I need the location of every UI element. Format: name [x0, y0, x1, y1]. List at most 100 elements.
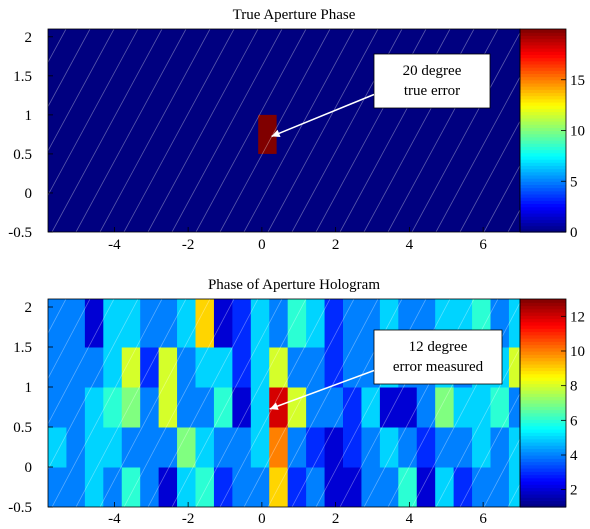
- y-tick-label: 1.5: [13, 69, 32, 85]
- colorbar-segment: [520, 429, 566, 433]
- colorbar-segment: [520, 390, 566, 394]
- heatmap-cell: [103, 299, 123, 348]
- colorbar-segment: [520, 193, 566, 198]
- annotation-arrow-head: [271, 129, 281, 137]
- heatmap-cell: [472, 427, 491, 468]
- heatmap-cell: [158, 299, 178, 348]
- hatch-line: [243, 29, 355, 232]
- heatmap-cell: [121, 299, 141, 348]
- hatch-line: [267, 299, 379, 507]
- colorbar-segment: [520, 299, 566, 303]
- colorbar-segment: [520, 481, 566, 485]
- heatmap-cell: [306, 299, 326, 348]
- colorbar-segment: [520, 458, 566, 463]
- colorbar-segment: [520, 399, 566, 404]
- heatmap-cell: [158, 347, 178, 388]
- heatmap-cell: [103, 387, 123, 428]
- colorbar-segment: [520, 124, 566, 128]
- x-tick-label: 4: [406, 237, 414, 253]
- colorbar-segment: [520, 168, 566, 173]
- colorbar-tick-label: 4: [570, 448, 578, 464]
- colorbar-segment: [520, 89, 566, 94]
- colorbar-segment: [520, 120, 566, 125]
- heatmap-cell: [48, 467, 67, 507]
- colorbar-segment: [520, 184, 566, 189]
- colorbar-segment: [520, 438, 566, 443]
- heatmap-cell: [84, 467, 104, 507]
- colorbar-segment: [520, 48, 566, 52]
- colorbar-segment: [520, 111, 566, 116]
- hatch-line: [147, 29, 259, 232]
- annotation-arrow-head: [269, 402, 279, 410]
- colorbar-tick-label: 12: [570, 309, 585, 325]
- colorbar-segment: [520, 409, 566, 414]
- heatmap-cell: [250, 387, 270, 428]
- colorbar-segment: [520, 312, 566, 316]
- heatmap-cell: [306, 427, 326, 468]
- colorbar-segment: [520, 451, 566, 456]
- annotation-text: 12 degree: [409, 339, 468, 355]
- heatmap-cell: [213, 427, 233, 468]
- x-tick-label: 2: [332, 511, 340, 527]
- heatmap-cell: [177, 387, 196, 428]
- annotation-box: [373, 329, 503, 385]
- colorbar-segment: [520, 216, 566, 220]
- hatch-line: [459, 120, 520, 232]
- heatmap-cell: [508, 299, 520, 348]
- heatmap-cell: [361, 387, 381, 428]
- colorbar-segment: [520, 174, 566, 179]
- colorbar-segment: [520, 442, 566, 446]
- heatmap-cell: [398, 427, 418, 468]
- heatmap-cell: [48, 347, 67, 388]
- colorbar-segment: [520, 318, 566, 323]
- colorbar-segment: [520, 149, 566, 154]
- heatmap-cell: [343, 299, 362, 348]
- chart-title: True Aperture Phase: [233, 7, 356, 23]
- heatmap-cell: [508, 387, 520, 428]
- colorbar-segment: [520, 155, 566, 160]
- chart-panel-1: True Aperture Phase 0 5 10 15 -4 -2 0 2 4 6 -0.5 0 0.…: [8, 7, 585, 253]
- colorbar-tick-label: 8: [570, 379, 578, 395]
- heatmap-cell: [121, 427, 141, 468]
- colorbar-segment: [520, 114, 566, 119]
- colorbar-segment: [520, 308, 566, 313]
- colorbar-segment: [520, 344, 566, 349]
- colorbar-segment: [520, 383, 566, 388]
- colorbar-segment: [520, 152, 566, 157]
- colorbar-segment: [520, 500, 566, 505]
- x-tick-label: 0: [258, 511, 266, 527]
- colorbar-segment: [520, 477, 566, 482]
- hatch-line: [171, 299, 283, 507]
- heatmap-cell: [269, 387, 289, 428]
- colorbar-segment: [520, 54, 566, 59]
- heatmap-cell: [195, 427, 215, 468]
- heatmap-cell: [453, 467, 473, 507]
- colorbar-segment: [520, 29, 566, 33]
- colorbar-segment: [520, 63, 566, 68]
- colorbar-segment: [520, 146, 566, 151]
- hatch-line: [195, 299, 307, 507]
- heatmap-cell: [250, 427, 270, 468]
- heatmap-cell: [398, 387, 418, 428]
- heatmap-cell: [472, 467, 491, 507]
- heatmap-cell: [121, 387, 141, 428]
- heatmap-cell: [177, 347, 196, 388]
- colorbar-segment: [520, 82, 566, 87]
- colorbar-segment: [520, 331, 566, 336]
- axes-frame: [47, 28, 521, 233]
- x-tick-label: 2: [332, 237, 340, 253]
- colorbar-segment: [520, 60, 566, 65]
- heatmap-cell: [472, 387, 491, 428]
- colorbar-segment: [520, 393, 566, 398]
- hatch-line: [123, 29, 235, 232]
- heatmap-cell: [416, 467, 436, 507]
- annotation-text: error measured: [393, 359, 484, 375]
- heatmap-cell: [250, 299, 270, 348]
- colorbar-segment: [520, 325, 566, 329]
- y-tick-label: 0: [25, 460, 33, 476]
- colorbar-segment: [520, 403, 566, 407]
- colorbar-tick-label: 15: [570, 73, 585, 89]
- heatmap-cell: [306, 387, 326, 428]
- hatch-line: [75, 299, 187, 507]
